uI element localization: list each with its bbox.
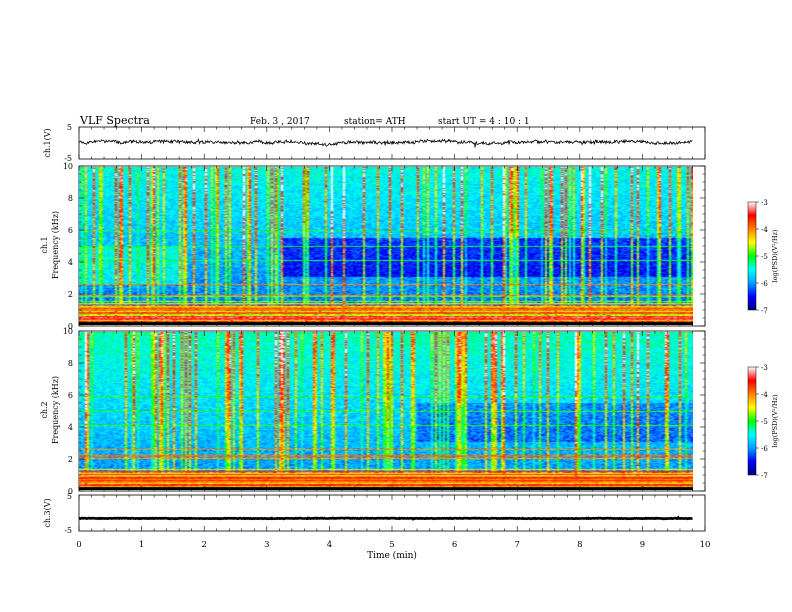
ch2-spectrogram-ylabel-freq: Frequency (kHz) xyxy=(51,376,60,444)
ch1-waveform-panel: 5 -5 ch.1(V) xyxy=(43,123,706,163)
ch3-waveform-ytick-top: 5 xyxy=(67,492,72,501)
x-tick-label: 7 xyxy=(514,540,519,550)
y-tick-label: 6 xyxy=(68,226,73,235)
y-tick-label: 10 xyxy=(63,327,73,336)
ch3-waveform-panel: 5 -5 ch.3(V) xyxy=(43,492,706,535)
x-tick-label: 4 xyxy=(327,540,332,550)
ch2-spectrogram-xticks xyxy=(78,331,706,491)
x-axis: 0 1 2 3 4 5 6 7 8 9 10 xyxy=(76,540,710,550)
y-tick-label: 2 xyxy=(68,290,73,299)
ch1-spectrogram-image xyxy=(79,167,693,325)
x-tick-label: 6 xyxy=(452,540,457,550)
x-tick-label: 9 xyxy=(640,540,645,550)
colorbar-tick-label: -5 xyxy=(761,253,768,261)
colorbar-tick-label: -7 xyxy=(761,472,768,480)
y-tick-label: 8 xyxy=(68,194,73,203)
y-tick-label: 0 xyxy=(68,487,73,496)
ch3-waveform-frame xyxy=(78,494,706,532)
ch2-spectrogram-ylabel-channel: ch.2 xyxy=(40,401,49,418)
ch1-spectrogram-panel: 0 2 4 6 8 10 ch.1 Frequency (kHz) -3 -4 -5 -6 -7 l… xyxy=(40,162,779,331)
x-tick-label: 0 xyxy=(76,540,81,550)
x-tick-label: 10 xyxy=(700,540,711,550)
start-ut-label: start UT = 4 : 10 : 1 xyxy=(438,117,530,127)
y-tick-label: 2 xyxy=(68,455,73,464)
ch2-spectrogram-image xyxy=(79,332,693,490)
colorbar-label: log(PSD)(V²/Hz) xyxy=(771,229,779,282)
colorbar-label: log(PSD)(V²/Hz) xyxy=(771,394,779,447)
figure-title: VLF Spectra xyxy=(79,114,150,127)
ch1-spectrogram-xticks xyxy=(78,166,706,326)
colorbar-tick-label: -4 xyxy=(761,391,768,399)
ch1-waveform-ylabel: ch.1(V) xyxy=(43,128,52,157)
x-tick-label: 3 xyxy=(264,540,269,550)
colorbar-gradient xyxy=(747,366,757,476)
colorbar-tick-label: -3 xyxy=(761,199,768,207)
x-axis-label: Time (min) xyxy=(367,550,417,561)
ch1-colorbar: -3 -4 -5 -6 -7 log(PSD)(V²/Hz) xyxy=(747,199,779,315)
colorbar-tick-label: -6 xyxy=(761,280,768,288)
y-tick-label: 4 xyxy=(68,423,73,432)
ch2-spectrogram-yticks: 0 2 4 6 8 10 xyxy=(63,327,705,496)
ch1-waveform-ytick-top: 5 xyxy=(67,123,72,132)
ch1-waveform-ytick-bottom: -5 xyxy=(64,154,72,163)
date-label: Feb. 3 , 2017 xyxy=(250,117,310,127)
y-tick-label: 8 xyxy=(68,359,73,368)
x-tick-label: 1 xyxy=(139,540,144,550)
ch1-spectrogram-ylabel-channel: ch.1 xyxy=(40,236,49,253)
y-tick-label: 0 xyxy=(68,322,73,331)
colorbar-tick-label: -3 xyxy=(761,364,768,372)
station-label: station= ATH xyxy=(344,117,406,127)
colorbar-tick-label: -7 xyxy=(761,307,768,315)
ch1-spectrogram-yticks: 0 2 4 6 8 10 xyxy=(63,162,705,331)
ch1-waveform-line xyxy=(78,138,693,148)
ch3-waveform-line xyxy=(78,515,693,521)
ch3-waveform-ticks xyxy=(78,495,706,531)
ch1-spectrogram-ylabel-freq: Frequency (kHz) xyxy=(51,211,60,279)
ch3-waveform-ytick-bottom: -5 xyxy=(64,526,72,535)
ch3-waveform-ylabel: ch.3(V) xyxy=(43,498,52,527)
colorbar-tick-label: -4 xyxy=(761,226,768,234)
colorbar-tick-label: -5 xyxy=(761,418,768,426)
ch1-waveform-ticks xyxy=(78,127,706,159)
colorbar-gradient xyxy=(747,201,757,311)
y-tick-label: 6 xyxy=(68,391,73,400)
y-tick-label: 10 xyxy=(63,162,73,171)
ch2-colorbar: -3 -4 -5 -6 -7 log(PSD)(V²/Hz) xyxy=(747,364,779,480)
y-tick-label: 4 xyxy=(68,258,73,267)
colorbar-tick-label: -6 xyxy=(761,445,768,453)
x-tick-label: 5 xyxy=(389,540,394,550)
x-tick-label: 8 xyxy=(577,540,582,550)
x-tick-label: 2 xyxy=(201,540,206,550)
ch2-spectrogram-panel: 0 2 4 6 8 10 ch.2 Frequency (kHz) -3 -4 -5 -6 -7 l… xyxy=(40,327,779,496)
